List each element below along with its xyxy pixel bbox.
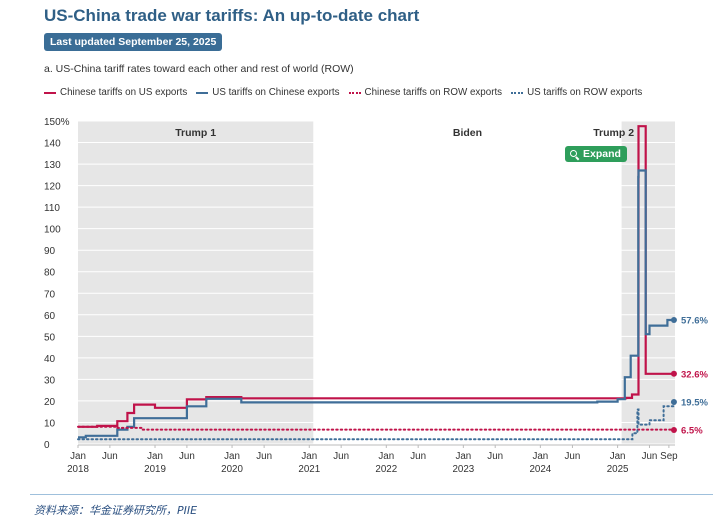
x-tick-year: 2022	[375, 464, 397, 475]
y-tick-label: 60	[44, 311, 56, 322]
expand-button[interactable]: Expand	[565, 146, 627, 162]
y-tick-label: 90	[44, 246, 56, 257]
x-tick-label: Jan	[70, 451, 86, 462]
y-tick-label: 120	[44, 182, 61, 193]
y-tick-label: 130	[44, 160, 61, 171]
legend-label: US tariffs on Chinese exports	[212, 87, 340, 98]
x-tick-label: Jun	[333, 451, 349, 462]
x-tick-label: Jun	[256, 451, 272, 462]
x-tick-label: Jan	[378, 451, 394, 462]
x-tick-label: Sep	[660, 451, 678, 462]
series-end-dot	[670, 316, 677, 323]
last-updated-badge: Last updated September 25, 2025	[44, 33, 223, 51]
y-tick-label: 140	[44, 139, 61, 150]
x-tick-label: Jun	[642, 451, 658, 462]
y-tick-label: 50	[44, 332, 56, 343]
x-tick-year: 2020	[221, 464, 243, 475]
y-tick-label: 40	[44, 354, 56, 365]
period-shade	[78, 121, 314, 444]
y-tick-label: 30	[44, 375, 56, 386]
series-end-dot	[670, 370, 677, 377]
y-tick-label: 0	[44, 440, 50, 451]
source-note: 资料来源：华金证券研究所，PIIE	[34, 504, 198, 517]
x-tick-year: 2018	[67, 464, 89, 475]
series-end-label: 57.6%	[681, 315, 708, 326]
x-tick-label: Jun	[102, 451, 118, 462]
y-tick-label: 110	[44, 203, 60, 214]
x-tick-year: 2023	[452, 464, 474, 475]
legend-swatch	[44, 91, 56, 94]
series-end-dot	[670, 399, 677, 406]
magnifier-icon	[570, 149, 580, 160]
x-tick-year: 2021	[298, 464, 320, 475]
expand-label: Expand	[583, 148, 621, 160]
x-tick-label: Jan	[532, 451, 548, 462]
legend-label: Chinese tariffs on US exports	[60, 87, 188, 98]
x-tick-label: Jun	[565, 451, 581, 462]
period-label: Trump 2	[593, 127, 634, 139]
period-shade	[621, 121, 675, 444]
legend-item-us-on-row: US tariffs on ROW exports	[511, 87, 642, 98]
series-end-dot	[670, 427, 677, 434]
x-tick-label: Jan	[147, 451, 163, 462]
series-end-label: 32.6%	[681, 369, 708, 380]
legend-swatch	[511, 91, 524, 94]
legend-item-cn-on-us: Chinese tariffs on US exports	[44, 87, 187, 98]
period-label: Biden	[453, 127, 482, 139]
chart-subtitle: a. US-China tariff rates toward each oth…	[44, 63, 354, 75]
y-tick-label: 150%	[44, 117, 70, 128]
y-tick-label: 20	[44, 397, 56, 408]
period-label: Trump 1	[175, 127, 216, 139]
chart-legend: Chinese tariffs on US exports US tariffs…	[44, 87, 642, 98]
legend-label: Chinese tariffs on ROW exports	[364, 87, 503, 98]
x-tick-label: Jan	[610, 451, 626, 462]
tariff-line-chart: Trump 1 Biden Trump 2 0 10 20 30 40 50 60 70 80 90 10…	[44, 117, 708, 475]
x-tick-year: 2024	[529, 464, 551, 475]
x-tick-label: Jan	[455, 451, 471, 462]
x-tick-label: Jun	[487, 451, 503, 462]
series-end-label: 19.5%	[681, 398, 708, 409]
x-tick-label: Jun	[179, 451, 195, 462]
legend-swatch	[348, 91, 361, 94]
series-end-label: 6.5%	[681, 426, 703, 437]
y-tick-label: 10	[44, 418, 56, 429]
legend-swatch	[196, 91, 209, 94]
y-tick-label: 100	[44, 225, 61, 236]
source-divider	[30, 494, 713, 495]
x-tick-label: Jun	[410, 451, 426, 462]
page-title: US-China trade war tariffs: An up-to-dat…	[44, 6, 420, 25]
legend-item-cn-on-row: Chinese tariffs on ROW exports	[348, 87, 503, 98]
series-line-4	[77, 401, 675, 441]
legend-label: US tariffs on ROW exports	[527, 87, 643, 98]
y-tick-label: 80	[44, 268, 56, 279]
x-tick-label: Jan	[224, 451, 240, 462]
x-tick-year: 2025	[607, 464, 629, 475]
y-tick-label: 70	[44, 289, 56, 300]
x-tick-label: Jan	[301, 451, 317, 462]
x-tick-year: 2019	[144, 464, 166, 475]
legend-item-us-on-cn: US tariffs on Chinese exports	[196, 87, 340, 98]
